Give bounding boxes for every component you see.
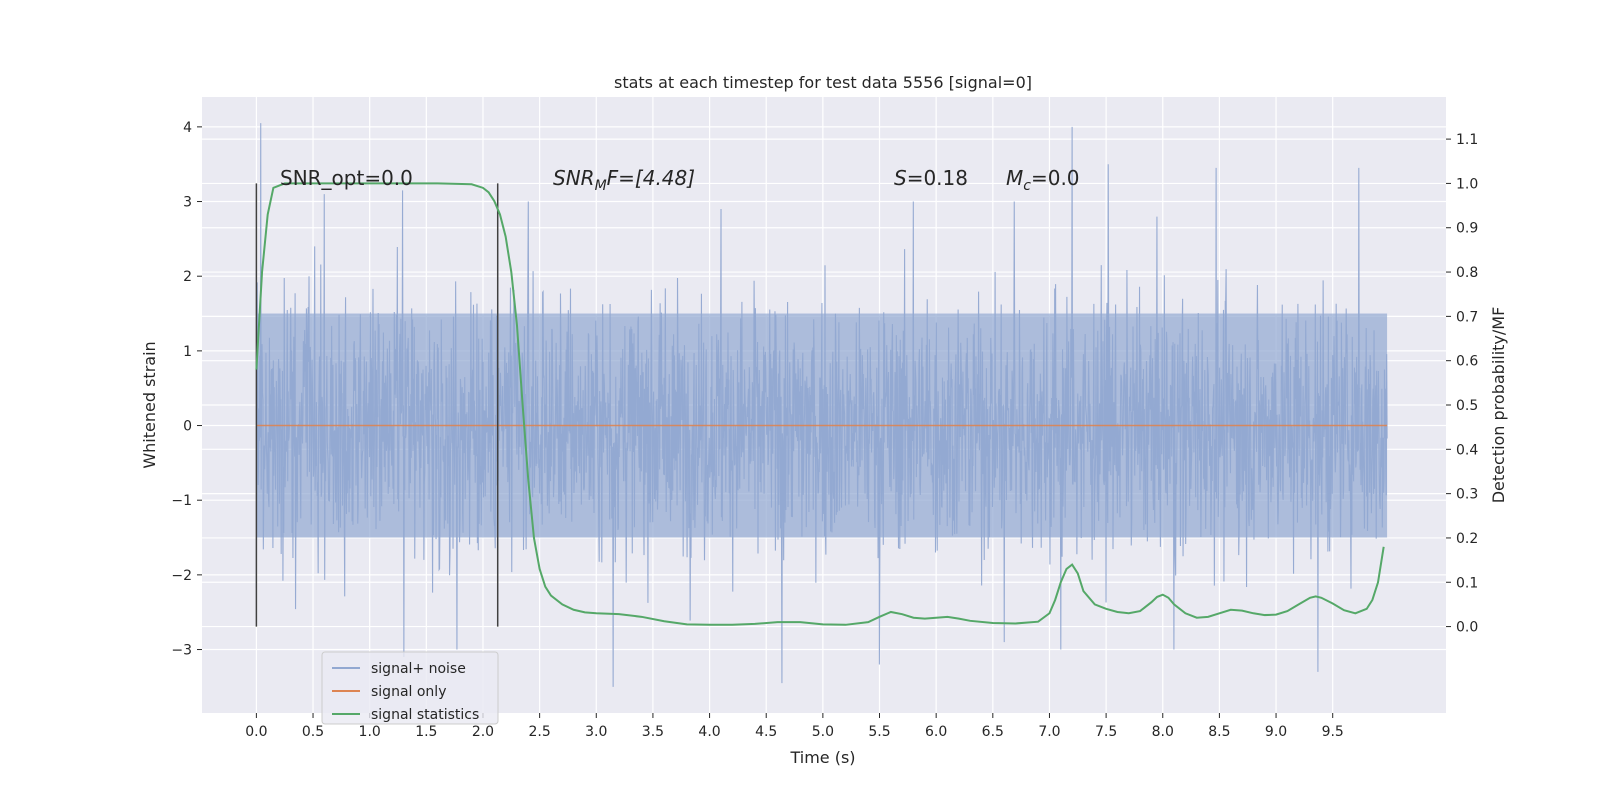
y2-tick-label: 0.7 — [1456, 309, 1478, 325]
x-tick-label: 2.5 — [528, 724, 550, 740]
y-tick-label: 2 — [183, 269, 192, 285]
x-tick-label: 5.0 — [812, 724, 834, 740]
y2-tick-label: 0.4 — [1456, 442, 1478, 458]
x-tick-label: 1.0 — [359, 724, 381, 740]
x-tick-label: 7.5 — [1095, 724, 1117, 740]
y2-tick-label: 0.8 — [1456, 265, 1478, 281]
y-tick-label: −2 — [171, 568, 192, 584]
y2-axis-ticks: 0.0 0.1 0.2 0.3 0.4 0.5 0.6 0.7 0.8 0.9 1.0 1.1 — [1446, 132, 1478, 636]
x-axis-ticks: 0.0 0.5 1.0 1.5 2.0 2.5 3.0 3.5 4.0 4.5 5.0 5.5 6.0 6… — [245, 713, 1344, 740]
y-tick-label: 4 — [183, 120, 192, 136]
y-tick-label: 1 — [183, 344, 192, 360]
x-tick-label: 6.0 — [925, 724, 947, 740]
legend-label: signal only — [371, 684, 446, 700]
x-tick-label: 5.5 — [868, 724, 890, 740]
y2-axis-title: Detection probability/MF — [1489, 307, 1508, 504]
x-tick-label: 7.0 — [1038, 724, 1060, 740]
mc-symbol: M — [1006, 166, 1023, 190]
x-tick-label: 9.5 — [1322, 724, 1344, 740]
x-tick-label: 0.0 — [245, 724, 267, 740]
y2-tick-label: 0.1 — [1456, 575, 1478, 591]
y2-tick-label: 1.1 — [1456, 132, 1478, 148]
chart-title: stats at each timestep for test data 555… — [614, 73, 1032, 92]
y-axis-title: Whitened strain — [140, 341, 159, 468]
y2-tick-label: 0.5 — [1456, 398, 1478, 414]
x-tick-label: 3.0 — [585, 724, 607, 740]
snr-mf-suffix: F=[4.48] — [607, 166, 695, 190]
x-tick-label: 4.0 — [698, 724, 720, 740]
snr-opt-annotation: SNR_opt=0.0 — [280, 166, 413, 190]
x-tick-label: 6.5 — [982, 724, 1004, 740]
x-tick-label: 8.5 — [1208, 724, 1230, 740]
mc-annotation: Mc=0.0 — [1006, 166, 1080, 194]
x-tick-label: 2.0 — [472, 724, 494, 740]
x-tick-label: 9.0 — [1265, 724, 1287, 740]
y2-tick-label: 0.6 — [1456, 354, 1478, 370]
snr-mf-annotation: SNRMF=[4.48] — [553, 166, 695, 194]
signal-statistics-series — [255, 182, 1385, 626]
boundary-markers — [255, 183, 499, 627]
x-tick-label: 3.5 — [642, 724, 664, 740]
mc-subscript: c — [1023, 178, 1031, 194]
snr-mf-subscript: M — [595, 178, 607, 194]
y2-tick-label: 0.3 — [1456, 487, 1478, 503]
signal-statistics-line — [255, 182, 1385, 626]
x-tick-label: 4.5 — [755, 724, 777, 740]
snr-mf-prefix: SNR — [553, 166, 595, 190]
s-value: =0.18 — [907, 166, 968, 190]
x-axis-title: Time (s) — [789, 748, 855, 767]
y-tick-label: 0 — [183, 419, 192, 435]
s-symbol: S — [894, 166, 907, 190]
legend: signal+ noise signal only signal statistic… — [321, 651, 499, 725]
mc-value: =0.0 — [1031, 166, 1080, 190]
y-tick-label: −1 — [171, 493, 192, 509]
y2-tick-label: 0.0 — [1456, 620, 1478, 636]
x-tick-label: 1.5 — [415, 724, 437, 740]
legend-box — [321, 651, 499, 725]
legend-label: signal+ noise — [371, 661, 466, 677]
x-tick-label: 8.0 — [1152, 724, 1174, 740]
y-tick-label: 3 — [183, 195, 192, 211]
y-axis-ticks: −3 −2 −1 0 1 2 3 4 — [171, 120, 202, 659]
x-tick-label: 0.5 — [302, 724, 324, 740]
y-tick-label: −3 — [171, 643, 192, 659]
s-annotation: S=0.18 — [894, 166, 968, 190]
y2-tick-label: 1.0 — [1456, 176, 1478, 192]
y2-tick-label: 0.9 — [1456, 221, 1478, 237]
legend-label: signal statistics — [371, 707, 479, 723]
y2-tick-label: 0.2 — [1456, 531, 1478, 547]
